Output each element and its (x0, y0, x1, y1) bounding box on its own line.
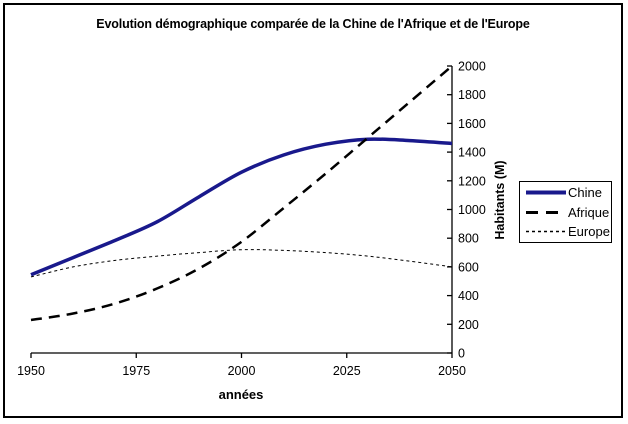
y-tick-label: 0 (458, 347, 465, 361)
legend-label-europe: Europe (568, 224, 610, 239)
y-tick-label: 1000 (458, 203, 486, 217)
chine-line-swatch (526, 190, 566, 195)
y-tick-label: 1600 (458, 117, 486, 131)
y-tick-label: 400 (458, 289, 479, 303)
x-tick-label: 2050 (438, 364, 466, 378)
series-line-europe (30, 249, 453, 278)
legend-item-chine: Chine (525, 184, 611, 202)
x-tick-label: 1950 (17, 364, 45, 378)
legend-label-afrique: Afrique (568, 204, 610, 220)
series-line-chine (30, 137, 453, 277)
y-tick-label: 1200 (458, 174, 486, 188)
y-tick-label: 800 (458, 232, 479, 246)
europe-line-swatch (526, 230, 566, 233)
afrique-line-swatch (526, 210, 566, 214)
series-line-afrique (30, 65, 453, 322)
x-axis-label: années (219, 387, 264, 402)
axes: 1950 1975 2000 2025 2050 0 200 400 600 800 1000 120… (17, 60, 486, 379)
y-tick-label: 2000 (458, 60, 486, 74)
y-tick-label: 600 (458, 260, 479, 274)
y-axis-label: Habitants (M) (493, 160, 507, 239)
legend: Chine Afrique Europe (519, 181, 612, 243)
x-tick-label: 2000 (228, 364, 256, 378)
x-tick-label: 1975 (122, 364, 150, 378)
y-tick-label: 200 (458, 318, 479, 332)
legend-item-afrique: Afrique (525, 203, 611, 221)
x-tick-label: 2025 (333, 364, 361, 378)
series-lines (30, 65, 453, 322)
legend-item-europe: Europe (525, 223, 611, 241)
y-tick-label: 1800 (458, 88, 486, 102)
chart-title: Evolution démographique comparée de la C… (96, 17, 530, 31)
legend-label-chine: Chine (568, 185, 602, 200)
y-tick-label: 1400 (458, 146, 486, 160)
